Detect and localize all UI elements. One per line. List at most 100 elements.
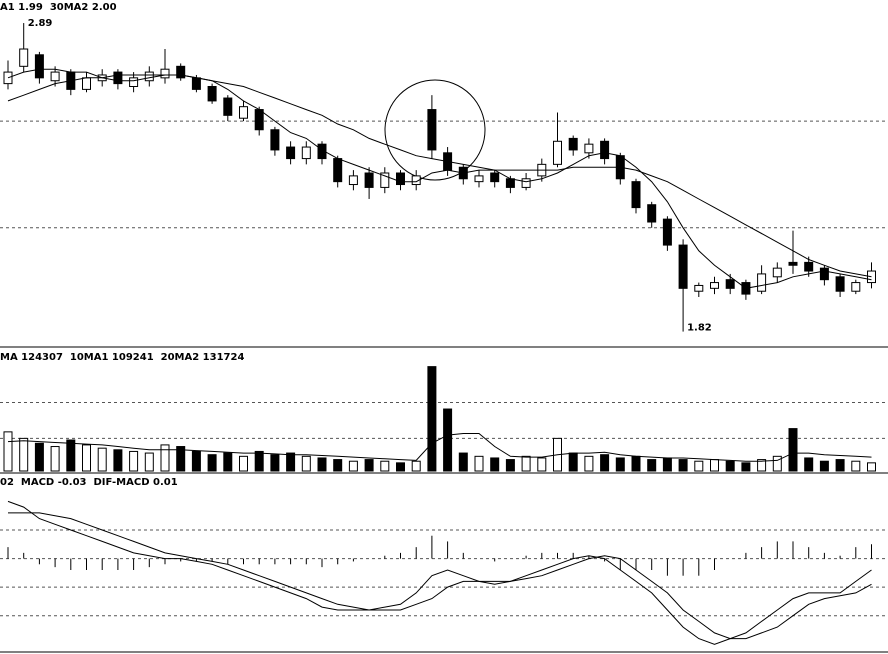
candle-body — [474, 175, 484, 183]
volume-bar — [568, 452, 578, 472]
candle-body — [239, 106, 248, 119]
indicator-line — [7, 500, 872, 645]
volume-bar — [788, 428, 798, 472]
candle-body — [521, 178, 531, 188]
volume-bar — [819, 460, 829, 472]
price-annotation: 2.89 — [28, 18, 53, 29]
candle-body — [710, 282, 719, 289]
price-header: A1 1.99 30MA2 2.00 — [0, 2, 117, 13]
candle-body — [819, 267, 829, 281]
macd-header: 02 MACD -0.03 DIF-MACD 0.01 — [0, 477, 178, 488]
volume-bar — [474, 455, 484, 472]
volume-bar — [772, 455, 782, 472]
candle-body — [678, 244, 688, 289]
volume-bar — [600, 454, 610, 472]
volume-bar — [380, 460, 390, 472]
volume-bar — [348, 460, 358, 472]
candle-body — [396, 172, 405, 186]
volume-bar — [584, 455, 594, 472]
candle-body — [191, 77, 201, 90]
candle-body — [662, 218, 672, 246]
volume-bar — [82, 444, 91, 472]
volume-bar — [160, 444, 170, 472]
volume-bar — [333, 459, 343, 472]
volume-bar — [301, 455, 311, 472]
indicator-line — [7, 74, 872, 278]
volume-bar — [615, 457, 625, 472]
volume-bar — [490, 457, 500, 472]
volume-bar — [66, 439, 76, 472]
volume-bar — [97, 447, 107, 472]
candle-body — [490, 172, 500, 183]
volume-bar — [270, 454, 280, 472]
candle-body — [176, 65, 186, 79]
candle-body — [160, 68, 170, 79]
volume-bar — [741, 462, 751, 472]
volume-bar — [3, 431, 13, 472]
candle-body — [19, 48, 29, 67]
candle-body — [129, 77, 139, 87]
volume-bar — [710, 459, 719, 472]
indicator-line — [7, 433, 872, 462]
volume-bar — [129, 450, 139, 472]
candle-body — [804, 261, 814, 272]
volume-bar — [113, 449, 123, 472]
volume-bar — [239, 455, 248, 472]
volume-bar — [254, 450, 264, 472]
volume-bar — [537, 457, 547, 472]
volume-bar — [427, 366, 437, 472]
candle-body — [725, 279, 735, 289]
candle-body — [254, 109, 264, 131]
volume-bar — [207, 454, 217, 472]
volume-bar — [396, 462, 405, 472]
candle-body — [568, 137, 578, 151]
candle-body — [333, 158, 343, 183]
candle-body — [113, 71, 123, 85]
volume-bar — [662, 457, 672, 472]
candle-body — [505, 178, 515, 188]
volume-bar — [50, 446, 60, 472]
candle-body — [380, 172, 390, 188]
indicator-line — [7, 68, 872, 289]
volume-bar — [34, 442, 44, 472]
volume-bar — [411, 460, 421, 472]
candle-body — [317, 143, 327, 160]
candle-body — [427, 109, 437, 151]
candle-body — [647, 204, 657, 223]
volume-bar — [223, 452, 233, 472]
candle-body — [50, 71, 60, 82]
candle-body — [553, 140, 562, 165]
volume-bar — [521, 455, 531, 472]
candle-body — [835, 276, 845, 292]
volume-bar — [867, 462, 876, 472]
candle-body — [223, 97, 233, 116]
candle-body — [3, 71, 13, 85]
volume-bar — [835, 459, 845, 472]
candle-body — [144, 71, 154, 82]
candle-body — [772, 267, 782, 278]
volume-bar — [804, 457, 814, 472]
volume-bar — [191, 450, 201, 472]
candle-body — [348, 175, 358, 186]
volume-bar — [176, 446, 186, 472]
candle-body — [270, 129, 280, 151]
volume-bar — [317, 457, 327, 472]
candle-body — [757, 273, 767, 292]
volume-bar — [678, 459, 688, 472]
candle-body — [851, 282, 861, 292]
volume-bar — [505, 459, 515, 472]
volume-bar — [364, 459, 374, 472]
candle-body — [600, 140, 610, 160]
volume-bar — [757, 459, 767, 472]
volume-bar — [144, 452, 154, 472]
candle-body — [694, 284, 704, 292]
indicator-line — [8, 512, 872, 640]
volume-bar — [458, 452, 468, 472]
candle-body — [82, 77, 91, 90]
volume-bar — [443, 408, 453, 472]
candle-body — [286, 146, 296, 160]
volume-bar — [631, 455, 641, 472]
highlight-circle — [384, 79, 486, 181]
